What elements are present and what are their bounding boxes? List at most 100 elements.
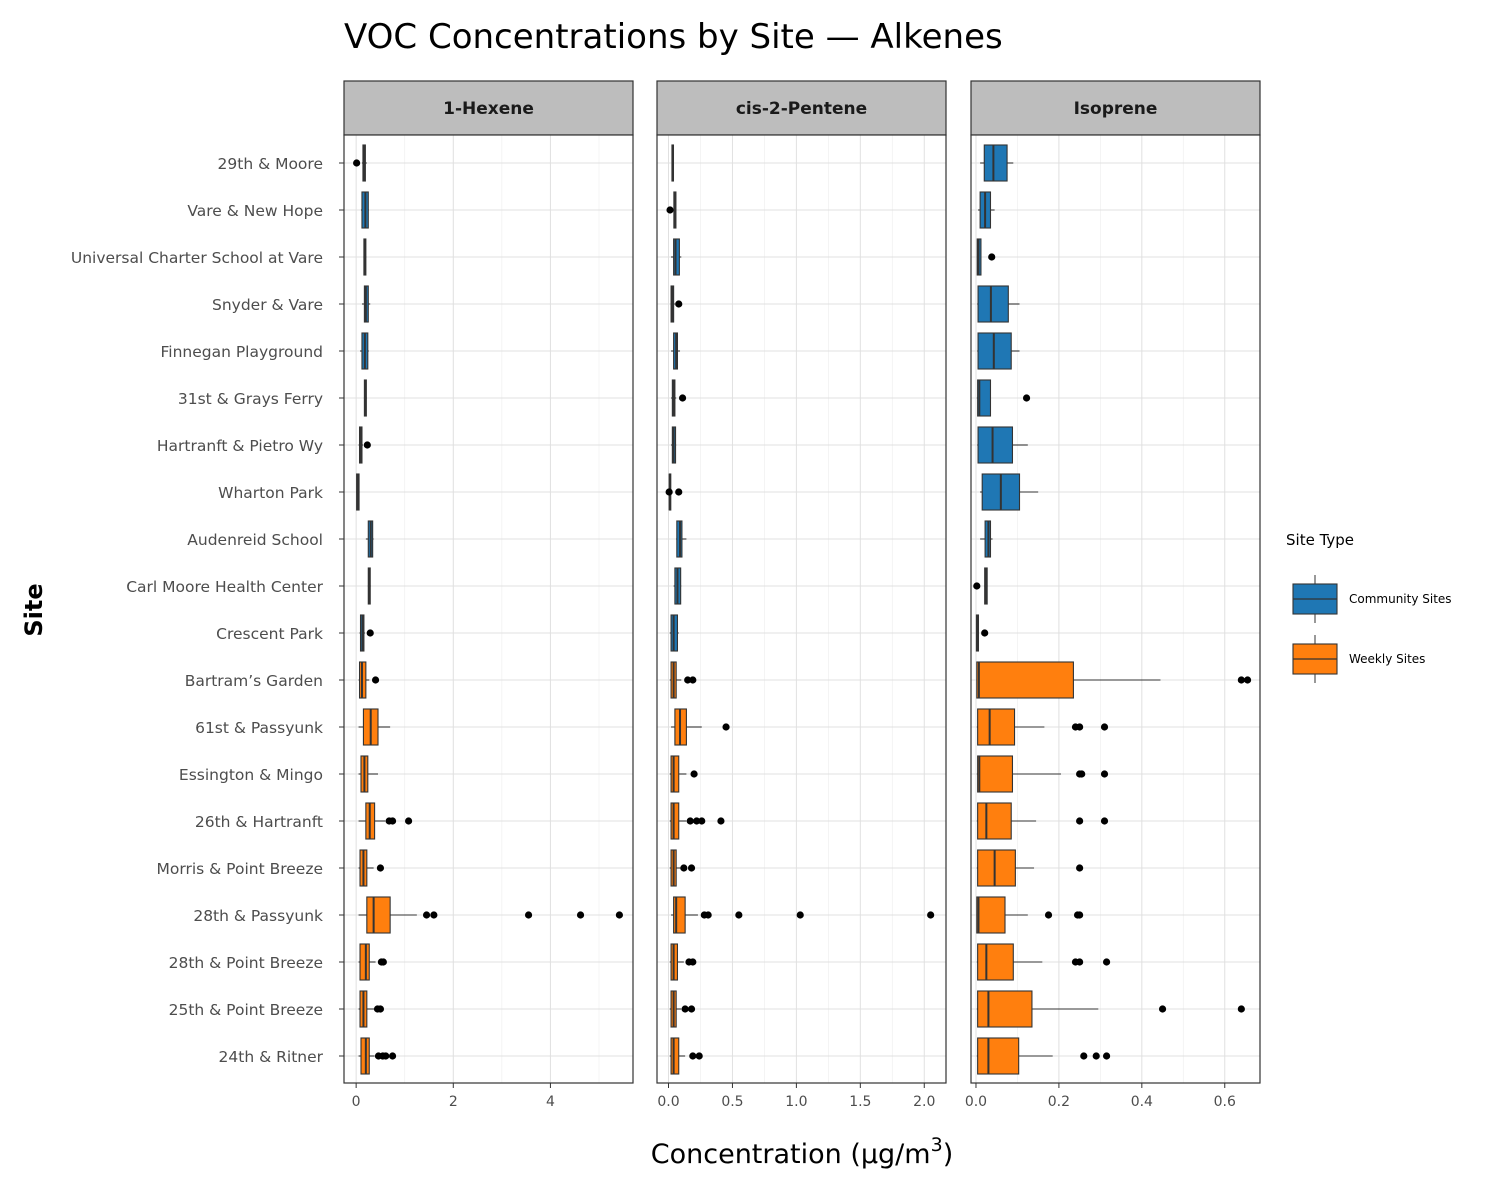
x-axis-title-superscript: 3 (931, 1134, 943, 1156)
outlier-point (405, 817, 413, 825)
outlier-point (1100, 770, 1109, 778)
y-tick-label: Morris & Point Breeze (157, 860, 323, 878)
box-25th-point-breeze (976, 990, 1245, 1028)
outlier-point (1158, 1005, 1167, 1013)
box-universal-charter-school-at-vare (363, 238, 367, 276)
box-28th-point-breeze (358, 943, 387, 981)
x-tick-label: 2.0 (913, 1094, 935, 1110)
box-body (359, 943, 370, 981)
outlier-point (689, 676, 697, 684)
facet-strip-label: Isoprene (1074, 99, 1158, 119)
outlier-point (687, 864, 696, 872)
y-tick-label: 61st & Passyunk (195, 719, 323, 737)
box-body (670, 755, 680, 793)
y-tick-label: 26th & Hartranft (195, 813, 323, 831)
box-body (977, 802, 1012, 840)
x-tick-label: 0.2 (1048, 1094, 1070, 1110)
outlier-point (689, 958, 697, 966)
chart-title: VOC Concentrations by Site — Alkenes (344, 17, 1003, 57)
x-axis-title: Concentration (μg/m3) (651, 1134, 953, 1170)
box-hartranft-pietro-wy (671, 426, 677, 464)
box-61st-passyunk (976, 708, 1109, 746)
outlier-point (1076, 958, 1084, 966)
facet-strip-label: 1-Hexene (443, 99, 534, 119)
box-24th-ritner (669, 1037, 703, 1075)
box-finnegan-playground (360, 332, 369, 370)
y-tick-label: Bartram’s Garden (185, 672, 323, 690)
y-tick-label: 29th & Moore (218, 155, 323, 173)
outlier-point (615, 911, 624, 919)
outlier-point (376, 1005, 385, 1013)
box-body (976, 661, 1074, 699)
outlier-point (686, 817, 694, 825)
box-body (977, 755, 1014, 793)
box-carl-moore-health-center (673, 567, 682, 605)
outlier-point (363, 441, 371, 449)
box-vare-new-hope (361, 191, 369, 229)
y-tick-label: 24th & Ritner (219, 1048, 324, 1066)
box-25th-point-breeze (669, 990, 696, 1028)
box-body (976, 896, 1006, 934)
x-tick-label: 0.4 (1131, 1094, 1153, 1110)
box-26th-hartranft (358, 802, 413, 840)
outlier-point (796, 911, 804, 919)
outlier-point (678, 394, 687, 402)
box-28th-passyunk (976, 896, 1084, 934)
legend-label: Community Sites (1349, 592, 1452, 606)
box-body (977, 849, 1016, 887)
y-tick-label: Finnegan Playground (160, 343, 323, 361)
outlier-point (666, 206, 674, 214)
outlier-point (1100, 817, 1109, 825)
outlier-point (717, 817, 725, 825)
legend-title: Site Type (1286, 531, 1354, 549)
x-tick-label: 1.0 (785, 1094, 807, 1110)
box-body (977, 426, 1014, 464)
outlier-point (693, 817, 701, 825)
box-61st-passyunk (358, 708, 391, 746)
outlier-point (388, 1052, 397, 1060)
outlier-point (1080, 1052, 1088, 1060)
box-31st-grays-ferry (976, 379, 1031, 417)
outlier-point (366, 629, 374, 637)
x-tick-label: 0 (352, 1094, 361, 1110)
box-crescent-park (669, 614, 679, 652)
box-body (366, 896, 391, 934)
outlier-point (1076, 817, 1084, 825)
outlier-point (382, 1052, 390, 1060)
y-tick-label: Wharton Park (218, 484, 323, 502)
facet-strip-label: cis-2-Pentene (736, 99, 867, 119)
box-28th-passyunk (358, 896, 624, 934)
outlier-point (690, 770, 698, 778)
y-tick-label: Carl Moore Health Center (126, 578, 323, 596)
box-snyder-vare (670, 285, 683, 323)
outlier-point (1076, 864, 1084, 872)
outlier-point (1076, 723, 1084, 731)
outlier-point (665, 488, 673, 496)
outlier-point (687, 1005, 696, 1013)
x-tick-label: 0.0 (657, 1094, 679, 1110)
box-61st-passyunk (671, 708, 730, 746)
outlier-point (689, 1052, 697, 1060)
outlier-point (1102, 1052, 1111, 1060)
box-wharton-park (665, 473, 683, 511)
outlier-point (1237, 1005, 1245, 1013)
box-vare-new-hope (666, 191, 677, 229)
box-audenreid-school (980, 520, 993, 558)
outlier-point (973, 582, 981, 590)
outlier-point (680, 864, 688, 872)
box-body (983, 144, 1008, 182)
x-tick-label: 4 (546, 1094, 555, 1110)
box-bartram-s-garden (669, 661, 697, 699)
outlier-point (353, 159, 361, 167)
box-universal-charter-school-at-vare (671, 238, 682, 276)
box-snyder-vare (361, 285, 371, 323)
outlier-point (722, 723, 730, 731)
outlier-point (379, 958, 387, 966)
outlier-point (371, 676, 380, 684)
box-body (977, 708, 1016, 746)
outlier-point (981, 629, 989, 637)
outlier-point (988, 253, 996, 261)
y-axis-title: Site (20, 583, 48, 636)
box-audenreid-school (676, 520, 687, 558)
box-universal-charter-school-at-vare (976, 238, 996, 276)
